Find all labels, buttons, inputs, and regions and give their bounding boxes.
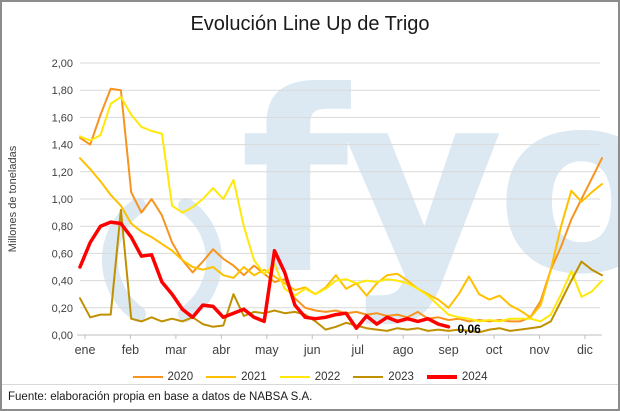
- footer: Fuente: elaboración propia en base a dat…: [2, 384, 618, 409]
- y-tick-label: 1,20: [52, 167, 73, 179]
- x-tick-label: dic: [577, 343, 593, 357]
- legend-label-2023: 2023: [388, 371, 414, 383]
- y-tick-label: 2,00: [52, 58, 73, 70]
- legend-swatch-2024: [426, 375, 457, 379]
- x-tick-label: mar: [165, 343, 187, 357]
- series-line-2022: [79, 96, 603, 323]
- x-tick-label: jul: [350, 343, 364, 357]
- watermark-text: fyo: [240, 38, 620, 329]
- x-tick-label: oct: [486, 343, 503, 357]
- x-tick-label: ago: [393, 343, 414, 357]
- last-value-label: 0,06: [457, 322, 481, 336]
- legend-label-2020: 2020: [167, 371, 194, 383]
- x-tick-label: may: [255, 343, 279, 357]
- y-tick-label: 0,80: [52, 221, 73, 233]
- series-line-2020: [79, 87, 603, 323]
- legend-item-2022: 2022: [279, 371, 341, 383]
- series-line-2023: [79, 208, 603, 334]
- watermark-arc-left: [102, 198, 146, 322]
- x-tick-label: nov: [529, 343, 550, 357]
- y-axis-title: Millones de toneladas: [7, 145, 19, 252]
- y-tick-label: 1,60: [52, 112, 73, 124]
- x-tick-label: jun: [303, 343, 321, 357]
- legend-swatch-2022: [279, 376, 310, 378]
- series-line-2021: [79, 157, 603, 319]
- legend-item-2021: 2021: [206, 371, 267, 383]
- x-tick-label: sep: [439, 343, 459, 357]
- legend-swatch-2023: [353, 376, 384, 378]
- y-tick-label: 1,80: [52, 85, 73, 97]
- y-tick-label: 1,40: [52, 140, 73, 152]
- legend: 2020 2021 2022 2023 2024: [2, 368, 618, 386]
- legend-swatch-2021: [206, 376, 237, 378]
- legend-label-2021: 2021: [241, 371, 267, 383]
- x-tick-label: feb: [122, 343, 139, 357]
- legend-label-2022: 2022: [314, 371, 341, 383]
- legend-label-2024: 2024: [461, 371, 488, 383]
- legend-item-2023: 2023: [353, 371, 414, 383]
- legend-swatch-2020: [132, 376, 163, 378]
- y-tick-label: 0,00: [52, 330, 73, 342]
- y-tick-label: 1,00: [52, 194, 73, 206]
- chart-title: Evolución Line Up de Trigo: [190, 13, 430, 35]
- series-line-2024: [78, 220, 451, 330]
- source-text: Fuente: elaboración propia en base a dat…: [8, 391, 313, 403]
- y-tick-label: 0,20: [52, 303, 73, 315]
- watermark-arc-right: [178, 198, 222, 322]
- x-tick-label: ene: [75, 343, 96, 357]
- y-tick-label: 0,60: [52, 248, 73, 260]
- legend-item-2024: 2024: [426, 371, 488, 383]
- legend-item-2020: 2020: [132, 371, 194, 383]
- x-tick-label: abr: [212, 343, 230, 357]
- y-tick-label: 0,40: [52, 276, 73, 288]
